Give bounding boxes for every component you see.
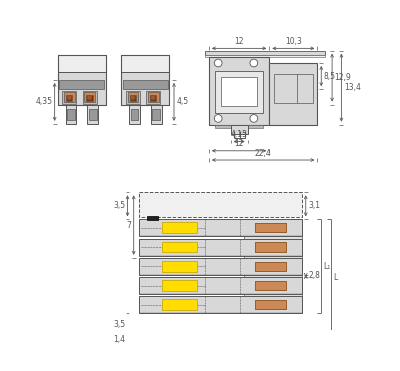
- Text: 4,5: 4,5: [176, 97, 188, 106]
- Bar: [255, 223, 286, 232]
- Bar: [121, 55, 169, 105]
- Text: 12: 12: [234, 139, 244, 148]
- Bar: [139, 192, 302, 217]
- Bar: [139, 192, 302, 217]
- Bar: [162, 242, 197, 252]
- Bar: [230, 125, 248, 134]
- Circle shape: [250, 59, 258, 67]
- Bar: [139, 219, 302, 236]
- Bar: [128, 92, 138, 102]
- Text: 12: 12: [234, 37, 244, 46]
- Text: L₁: L₁: [323, 262, 330, 271]
- Circle shape: [67, 95, 72, 100]
- Bar: [139, 239, 302, 256]
- Bar: [205, 51, 325, 55]
- Text: 10,3: 10,3: [285, 37, 302, 46]
- Bar: [139, 296, 302, 313]
- Bar: [89, 109, 96, 120]
- Circle shape: [214, 59, 222, 67]
- Bar: [221, 77, 257, 106]
- Bar: [151, 105, 162, 124]
- Bar: [131, 109, 138, 120]
- Bar: [123, 80, 168, 89]
- Bar: [148, 92, 158, 102]
- Bar: [64, 92, 75, 102]
- Bar: [66, 105, 76, 124]
- Bar: [147, 216, 158, 220]
- Text: 4,15: 4,15: [231, 130, 248, 139]
- Bar: [59, 80, 104, 89]
- Text: 3,1: 3,1: [308, 201, 320, 210]
- Text: 1,4: 1,4: [113, 335, 125, 344]
- Text: 3,5: 3,5: [113, 201, 125, 210]
- Bar: [130, 95, 136, 101]
- Circle shape: [214, 115, 222, 122]
- Bar: [209, 57, 269, 125]
- Text: 3,5: 3,5: [113, 319, 125, 329]
- Text: L: L: [333, 273, 337, 282]
- Bar: [162, 222, 197, 233]
- Bar: [162, 261, 197, 272]
- Bar: [255, 242, 286, 252]
- Bar: [244, 219, 302, 313]
- Bar: [255, 262, 286, 271]
- Bar: [255, 262, 286, 271]
- Text: 13,4: 13,4: [344, 83, 361, 92]
- Bar: [86, 95, 93, 101]
- Bar: [87, 105, 98, 124]
- Bar: [58, 55, 106, 105]
- Bar: [215, 125, 263, 128]
- Bar: [82, 91, 96, 104]
- Bar: [152, 109, 160, 120]
- Bar: [129, 105, 140, 124]
- Bar: [146, 91, 160, 104]
- Bar: [67, 109, 75, 120]
- Bar: [162, 280, 197, 291]
- Circle shape: [131, 95, 135, 100]
- Circle shape: [87, 95, 92, 100]
- Bar: [66, 95, 72, 101]
- Bar: [255, 281, 286, 290]
- Bar: [121, 72, 169, 105]
- Text: 22,4: 22,4: [255, 149, 272, 158]
- Bar: [205, 55, 325, 57]
- Text: 8,5: 8,5: [324, 72, 336, 81]
- Bar: [255, 300, 286, 309]
- Text: 12,9: 12,9: [334, 73, 351, 82]
- Bar: [162, 299, 197, 310]
- Bar: [139, 258, 302, 275]
- Bar: [139, 277, 302, 294]
- Bar: [255, 223, 286, 232]
- Text: 2,8: 2,8: [308, 272, 320, 280]
- Bar: [126, 91, 140, 104]
- Bar: [255, 300, 286, 309]
- Bar: [58, 55, 106, 72]
- Bar: [255, 281, 286, 290]
- Circle shape: [250, 115, 258, 122]
- Text: 7: 7: [126, 221, 131, 230]
- Bar: [274, 74, 313, 103]
- Bar: [150, 95, 156, 101]
- Bar: [84, 92, 95, 102]
- Bar: [62, 91, 76, 104]
- Circle shape: [151, 95, 155, 100]
- Bar: [121, 55, 169, 72]
- Bar: [255, 242, 286, 252]
- Bar: [269, 63, 317, 125]
- Text: 4,35: 4,35: [35, 97, 52, 106]
- Bar: [58, 72, 106, 105]
- Bar: [215, 71, 263, 113]
